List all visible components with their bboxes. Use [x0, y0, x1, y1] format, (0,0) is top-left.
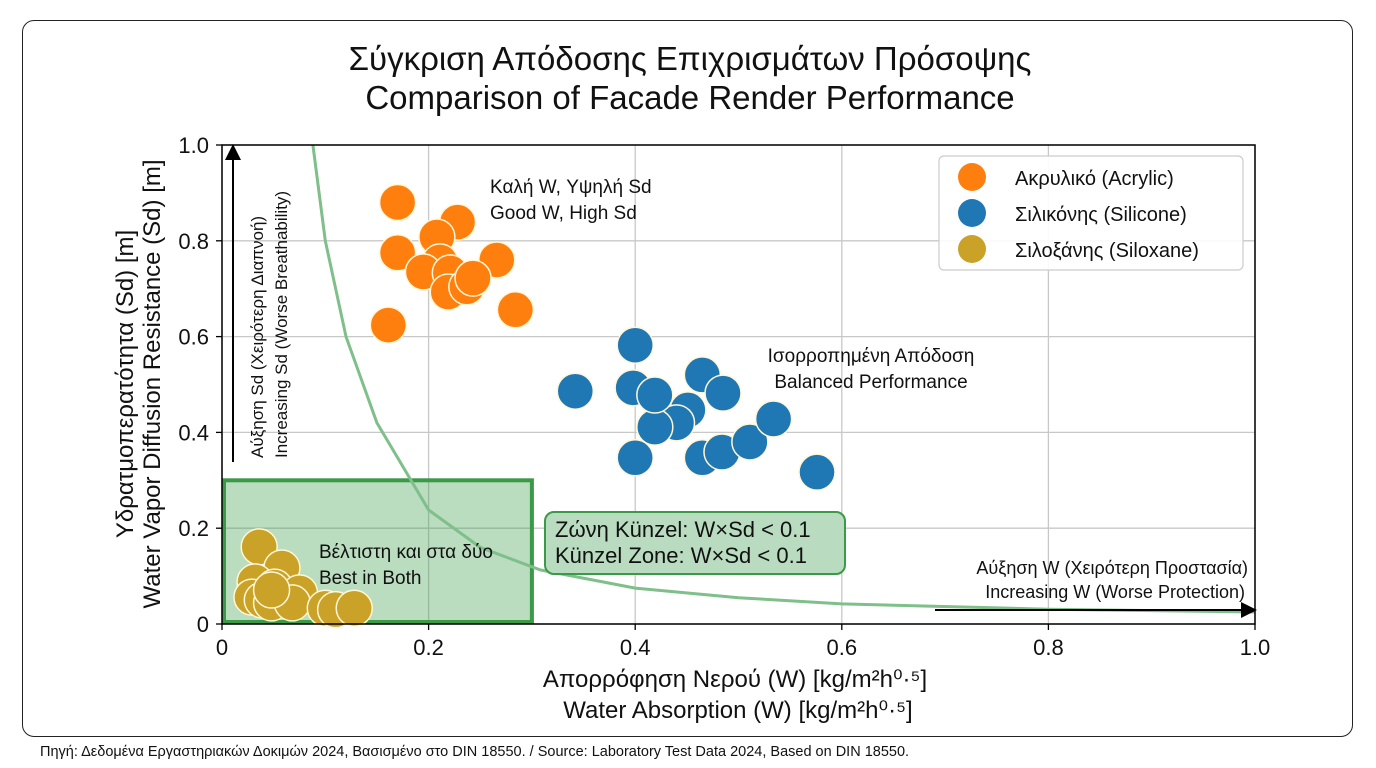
legend-label: Ακρυλικό (Acrylic)	[1015, 168, 1174, 190]
annotation-silicone-greek: Ισορροπημένη Απόδοση	[768, 346, 975, 367]
data-point-siloxane	[335, 589, 373, 627]
y-tick-label: 1.0	[178, 133, 209, 158]
data-points	[233, 183, 836, 629]
data-point-silicone	[616, 439, 654, 477]
data-point-acrylic	[378, 234, 417, 272]
data-point-silicone	[556, 372, 595, 410]
data-point-silicone	[754, 400, 793, 438]
chart-title-greek: Σύγκριση Απόδοσης Επιχρισμάτων Πρόσοψης	[349, 40, 1032, 77]
kunzel-curve	[311, 144, 1256, 614]
data-point-acrylic	[369, 306, 408, 344]
xlabel-english: Water Absorption (W) [kg/m²h⁰·⁵]	[563, 697, 912, 724]
y-tick-label: 0	[197, 612, 209, 637]
x-tick-label: 0	[216, 635, 228, 660]
kunzel-label-box	[544, 511, 846, 575]
y-tick-label: 0.8	[178, 229, 209, 254]
data-point-acrylic	[454, 259, 492, 297]
x-arrow-english: Increasing W (Worse Protection)	[985, 582, 1245, 602]
y-arrow-greek: Αύξηση Sd (Χειρότερη Διαπνοή)	[248, 216, 267, 458]
kunzel-label-greek: Ζώνη Künzel: W×Sd < 0.1	[555, 517, 811, 542]
x-arrow-greek: Αύξηση W (Χειρότερη Προστασία)	[976, 558, 1248, 578]
data-point-silicone	[731, 423, 769, 461]
data-point-silicone	[704, 374, 742, 412]
data-point-siloxane	[252, 571, 291, 609]
x-tick-label: 0.2	[413, 635, 444, 660]
annotation-acrylic-english: Good W, High Sd	[490, 203, 637, 224]
data-point-silicone	[798, 453, 836, 491]
legend-marker	[958, 163, 986, 191]
legend-box	[938, 155, 1244, 271]
ylabel-greek: Υδρατμοπερατότητα (Sd) [m]	[112, 230, 139, 538]
annotation-siloxane-english: Best in Both	[319, 568, 421, 589]
annotation-silicone-english: Balanced Performance	[774, 372, 967, 393]
x-tick-label: 0.6	[827, 635, 858, 660]
data-point-silicone	[616, 326, 654, 364]
chart-title-english: Comparison of Facade Render Performance	[365, 79, 1014, 116]
y-arrow-english: Increasing Sd (Worse Breathability)	[272, 191, 291, 458]
source-note: Πηγή: Δεδομένα Εργαστηριακών Δοκιμών 202…	[40, 744, 910, 760]
y-tick-label: 0.4	[178, 420, 209, 445]
data-point-silicone	[636, 376, 674, 414]
data-point-acrylic	[496, 291, 535, 329]
y-tick-label: 0.2	[178, 516, 209, 541]
chart-card	[22, 20, 1353, 737]
data-point-silicone	[636, 408, 674, 446]
data-point-acrylic	[378, 183, 417, 222]
legend-label: Σιλοξάνης (Siloxane)	[1015, 240, 1199, 262]
kunzel-label-english: Künzel Zone: W×Sd < 0.1	[555, 543, 807, 568]
ylabel-english: Water Vapor Diffusion Resistance (Sd) [m…	[139, 159, 166, 608]
x-tick-label: 0.8	[1033, 635, 1064, 660]
annotation-acrylic-greek: Καλή W, Υψηλή Sd	[490, 177, 652, 198]
y-tick-label: 0.6	[178, 325, 209, 350]
plot-frame	[221, 144, 1256, 625]
x-tick-label: 1.0	[1240, 635, 1271, 660]
legend: Ακρυλικό (Acrylic) Σιλικόνης (Silicone) Σι…	[938, 155, 1244, 271]
xlabel-greek: Απορρόφηση Νερού (W) [kg/m²h⁰·⁵]	[543, 666, 927, 693]
legend-marker	[958, 199, 986, 227]
annotation-siloxane-greek: Βέλτιστη και στα δύο	[319, 542, 493, 563]
x-tick-label: 0.4	[620, 635, 651, 660]
legend-label: Σιλικόνης (Silicone)	[1015, 204, 1187, 226]
legend-marker	[958, 235, 986, 263]
axis-ticks: 0 0.2 0.4 0.6 0.8 1.0 0 0.2 0.4 0.6 0.8 1.0	[178, 133, 1270, 660]
